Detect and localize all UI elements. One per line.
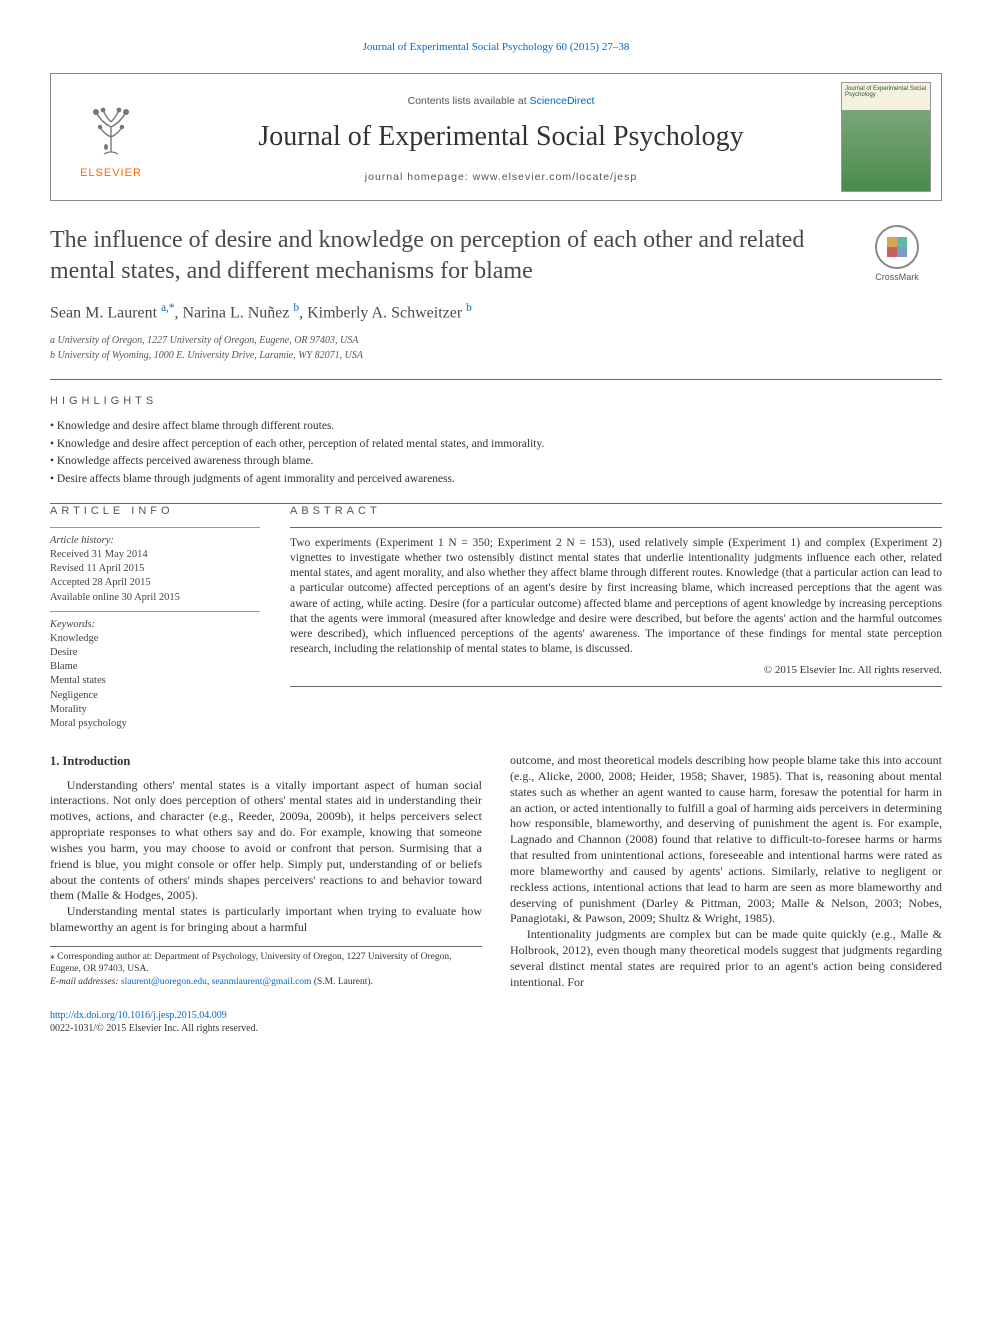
authors: Sean M. Laurent a,*, Narina L. Nuñez b, …	[50, 301, 942, 324]
journal-cover-block: Journal of Experimental Social Psycholog…	[831, 74, 941, 200]
highlight-item: Knowledge affects perceived awareness th…	[50, 454, 942, 470]
crossmark-icon	[875, 225, 919, 269]
keyword: Mental states	[50, 674, 260, 688]
sciencedirect-link[interactable]: ScienceDirect	[530, 95, 595, 107]
corresponding-author: ⁎ Corresponding author at: Department of…	[50, 951, 482, 976]
homepage-prefix: journal homepage:	[365, 171, 473, 183]
doi-link[interactable]: http://dx.doi.org/10.1016/j.jesp.2015.04…	[50, 1010, 227, 1021]
highlight-item: Knowledge and desire affect perception o…	[50, 437, 942, 453]
affiliation-b: b University of Wyoming, 1000 E. Univers…	[50, 349, 942, 363]
keyword: Negligence	[50, 689, 260, 703]
highlights-label: HIGHLIGHTS	[50, 394, 942, 409]
homepage-url: www.elsevier.com/locate/jesp	[473, 171, 638, 183]
running-head: Journal of Experimental Social Psycholog…	[50, 40, 942, 55]
masthead-center: Contents lists available at ScienceDirec…	[171, 74, 831, 200]
highlight-item: Knowledge and desire affect blame throug…	[50, 419, 942, 435]
intro-p2a: Understanding mental states is particula…	[50, 904, 482, 936]
author-3-affil: b	[466, 302, 472, 314]
history-head: Article history:	[50, 534, 260, 548]
history-accepted: Accepted 28 April 2015	[50, 576, 260, 590]
affiliation-a: a University of Oregon, 1227 University …	[50, 334, 942, 348]
crossmark-badge[interactable]: CrossMark	[852, 225, 942, 283]
author-2-affil: b	[294, 302, 300, 314]
author-2: Narina L. Nuñez	[182, 305, 289, 322]
intro-p2b: outcome, and most theoretical models des…	[510, 753, 942, 927]
footnote-block: ⁎ Corresponding author at: Department of…	[50, 946, 482, 988]
email-suffix: (S.M. Laurent).	[311, 977, 372, 987]
abstract-text: Two experiments (Experiment 1 N = 350; E…	[290, 536, 942, 657]
email-line: E-mail addresses: slaurent@uoregon.edu, …	[50, 976, 482, 988]
article-info-label: ARTICLE INFO	[50, 504, 260, 519]
keyword: Knowledge	[50, 632, 260, 646]
keyword: Morality	[50, 703, 260, 717]
publisher-label: ELSEVIER	[80, 166, 142, 181]
keywords-head: Keywords:	[50, 618, 260, 632]
masthead: ELSEVIER Contents lists available at Sci…	[50, 73, 942, 201]
history-online: Available online 30 April 2015	[50, 591, 260, 605]
keyword: Blame	[50, 660, 260, 674]
history-revised: Revised 11 April 2015	[50, 562, 260, 576]
elsevier-tree-icon	[76, 92, 146, 162]
highlights: Knowledge and desire affect blame throug…	[50, 419, 942, 487]
abstract-label: ABSTRACT	[290, 504, 942, 519]
article-title: The influence of desire and knowledge on…	[50, 225, 836, 287]
copyright: © 2015 Elsevier Inc. All rights reserved…	[290, 663, 942, 678]
body-text: 1. Introduction Understanding others' me…	[50, 753, 942, 990]
email-label: E-mail addresses:	[50, 977, 121, 987]
issn-line: 0022-1031/© 2015 Elsevier Inc. All right…	[50, 1022, 942, 1036]
article-info: ARTICLE INFO Article history: Received 3…	[50, 504, 260, 731]
keyword: Desire	[50, 646, 260, 660]
author-1: Sean M. Laurent	[50, 305, 157, 322]
homepage-line: journal homepage: www.elsevier.com/locat…	[181, 170, 821, 184]
affiliations: a University of Oregon, 1227 University …	[50, 334, 942, 363]
journal-name: Journal of Experimental Social Psycholog…	[181, 118, 821, 156]
rule	[50, 379, 942, 380]
contents-line: Contents lists available at ScienceDirec…	[181, 94, 821, 108]
intro-p1: Understanding others' mental states is a…	[50, 778, 482, 905]
journal-cover-thumbnail: Journal of Experimental Social Psycholog…	[841, 82, 931, 192]
email-2[interactable]: seanmlaurent@gmail.com	[212, 977, 312, 987]
crossmark-label: CrossMark	[875, 271, 919, 283]
keyword: Moral psychology	[50, 717, 260, 731]
keywords-list: Knowledge Desire Blame Mental states Neg…	[50, 632, 260, 731]
intro-p3: Intentionality judgments are complex but…	[510, 927, 942, 990]
publisher-block: ELSEVIER	[51, 74, 171, 200]
abstract-block: ABSTRACT Two experiments (Experiment 1 N…	[290, 504, 942, 731]
intro-heading: 1. Introduction	[50, 753, 482, 770]
running-head-link[interactable]: Journal of Experimental Social Psycholog…	[363, 41, 630, 53]
author-1-affil: a,*	[161, 302, 174, 314]
footer: http://dx.doi.org/10.1016/j.jesp.2015.04…	[50, 1009, 942, 1036]
history-received: Received 31 May 2014	[50, 548, 260, 562]
author-3: Kimberly A. Schweitzer	[307, 305, 462, 322]
email-1[interactable]: slaurent@uoregon.edu	[121, 977, 207, 987]
contents-prefix: Contents lists available at	[408, 95, 530, 107]
highlight-item: Desire affects blame through judgments o…	[50, 472, 942, 488]
